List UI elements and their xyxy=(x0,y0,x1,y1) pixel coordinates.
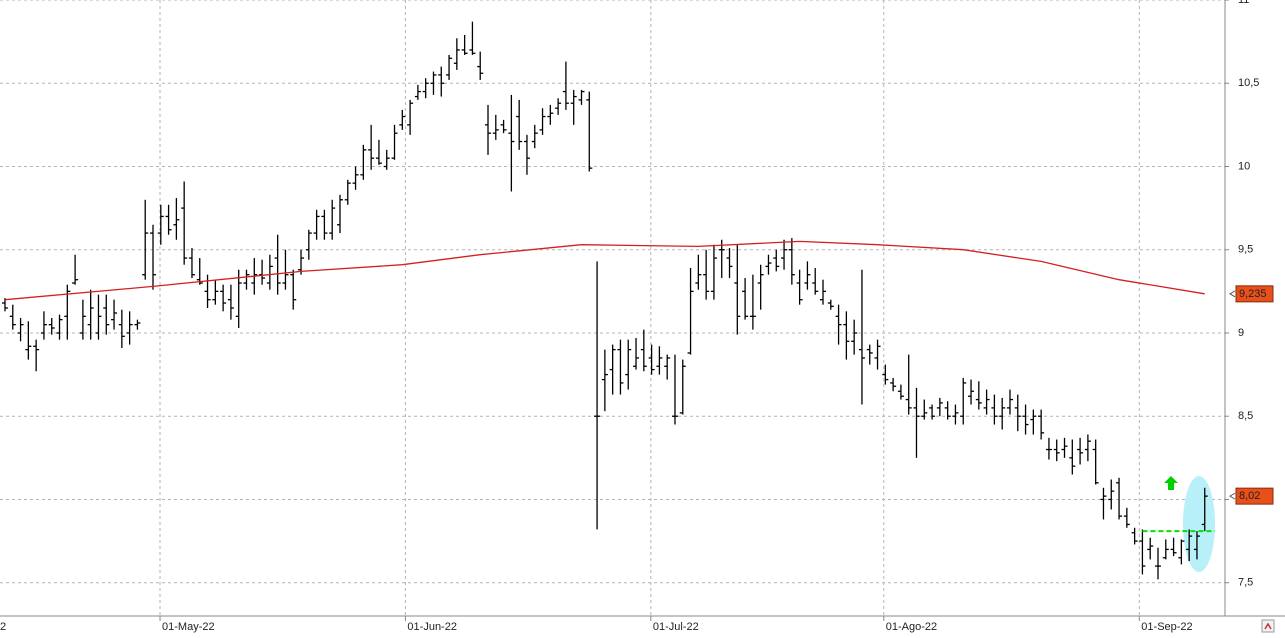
last-value-box xyxy=(1235,285,1274,303)
y-tick-label: 10 xyxy=(1238,160,1250,172)
last-value-pointer xyxy=(1229,290,1236,298)
last-value-pointer xyxy=(1229,492,1236,500)
y-tick-label: 8,5 xyxy=(1238,410,1253,422)
corner-icon[interactable] xyxy=(1261,619,1275,633)
last-value-label: 9,235 xyxy=(1239,288,1267,300)
x-tick-label: 01-Sep-22 xyxy=(1141,621,1192,633)
x-tick-label: 01-Jul-22 xyxy=(653,621,699,633)
last-value-box xyxy=(1235,487,1274,505)
last-value-label: 8,02 xyxy=(1239,490,1260,502)
x-tick-label: 2 xyxy=(0,621,6,633)
y-tick-label: 11 xyxy=(1238,0,1249,6)
x-tick-label: 01-Jun-22 xyxy=(407,621,457,633)
moving-average-line xyxy=(4,240,1205,301)
y-tick-label: 9 xyxy=(1238,327,1244,339)
x-tick-label: 01-Ago-22 xyxy=(886,621,937,633)
y-tick-label: 10,5 xyxy=(1238,77,1259,89)
x-tick-label: 01-May-22 xyxy=(162,621,215,633)
y-tick-label: 7,5 xyxy=(1238,577,1253,589)
grid-layer xyxy=(0,0,1225,616)
plot-layer xyxy=(1,21,1215,580)
highlight-ellipse xyxy=(1183,476,1215,572)
y-tick-label: 9,5 xyxy=(1238,244,1253,256)
corner-icon-glyph xyxy=(1264,622,1272,630)
up-arrow xyxy=(1164,476,1178,490)
